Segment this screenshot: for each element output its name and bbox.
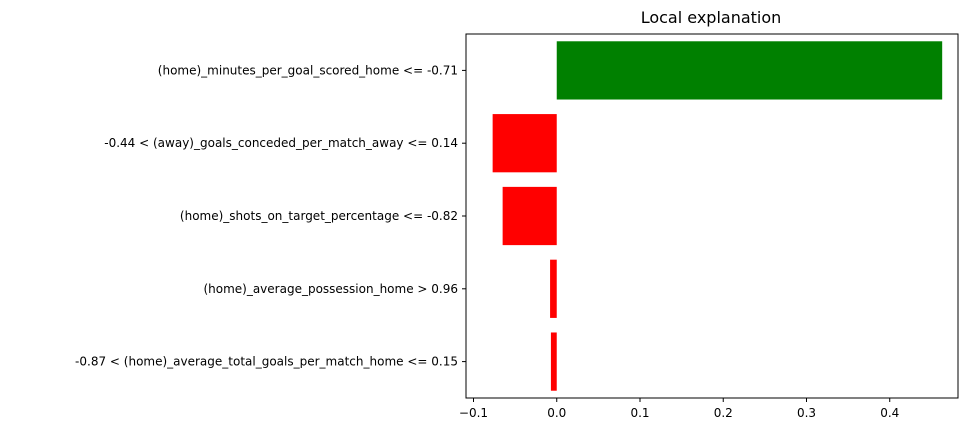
bars-layer	[492, 41, 943, 391]
x-tick-label: −0.1	[459, 406, 488, 420]
bar-4	[550, 332, 557, 391]
y-tick-layer: (home)_minutes_per_goal_scored_home <= -…	[75, 63, 466, 369]
x-tick-label: 0.3	[797, 406, 816, 420]
bar-3	[550, 259, 557, 318]
chart-title: Local explanation	[641, 8, 782, 27]
x-tick-label: 0.0	[547, 406, 566, 420]
bar-2	[502, 186, 557, 246]
y-tick-label: (home)_minutes_per_goal_scored_home <= -…	[158, 63, 458, 77]
bar-0	[556, 41, 943, 100]
x-tick-label: 0.4	[880, 406, 899, 420]
x-tick-layer: −0.1 0.0 0.1 0.2 0.3 0.4	[459, 398, 899, 420]
y-tick-label: -0.87 < (home)_average_total_goals_per_m…	[75, 355, 458, 369]
y-tick-label: (home)_average_possession_home > 0.96	[203, 282, 458, 296]
y-tick-label: (home)_shots_on_target_percentage <= -0.…	[180, 209, 458, 223]
y-tick-label: -0.44 < (away)_goals_conceded_per_match_…	[104, 136, 458, 150]
x-tick-label: 0.1	[630, 406, 649, 420]
x-tick-label: 0.2	[714, 406, 733, 420]
bar-1	[492, 114, 557, 173]
